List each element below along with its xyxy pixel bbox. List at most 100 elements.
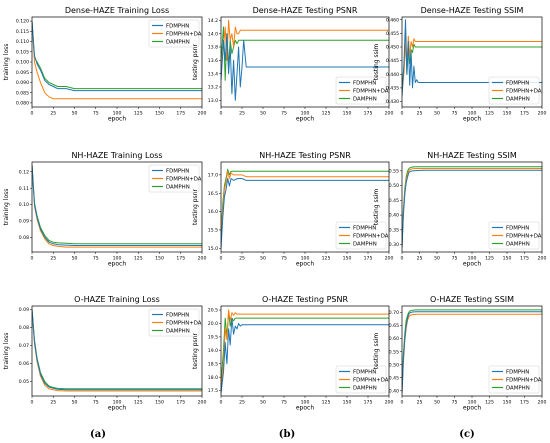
x-axis-label: epoch (296, 116, 314, 123)
y-tick-label: 0.40 (389, 213, 399, 219)
series-group (402, 309, 542, 394)
y-tick-label: 0.105 (16, 49, 29, 55)
y-axis-label: testing psnr (192, 44, 199, 80)
x-axis-label: epoch (296, 261, 314, 268)
x-axis-label: epoch (108, 405, 126, 412)
series-line-fdmphn (32, 21, 202, 92)
y-axis-label: testing ssim (373, 44, 380, 81)
legend-label: DAMPHN (506, 385, 530, 391)
x-tick-label: 200 (385, 256, 394, 262)
x-tick-label: 150 (343, 111, 352, 117)
x-tick-label: 200 (198, 256, 207, 262)
series-line-fdmphn-plus-da (221, 309, 389, 388)
y-axis-label: testing psnr (192, 333, 199, 369)
y-tick-label: 13.0 (208, 98, 218, 104)
legend-label: DAMPHN (166, 39, 190, 45)
y-tick-label: 0.090 (16, 80, 29, 86)
x-tick-label: 50 (72, 111, 78, 117)
y-tick-label: 0.35 (389, 227, 399, 233)
y-tick-label: 0.445 (386, 58, 399, 64)
x-tick-label: 175 (520, 400, 529, 406)
series-line-fdmphn-plus-da (221, 170, 389, 242)
y-tick-label: 0.460 (386, 17, 399, 23)
x-tick-label: 0 (401, 400, 404, 406)
y-tick-label: 0.60 (389, 336, 399, 342)
y-tick-label: 0.50 (389, 183, 399, 189)
x-tick-label: 100 (468, 111, 477, 117)
y-tick-label: 0.085 (16, 90, 29, 96)
x-tick-label: 125 (485, 400, 494, 406)
x-tick-label: 0 (31, 400, 34, 406)
series-line-fdmphn (221, 317, 389, 394)
chart-4: NH-HAZE Training Loss 0 25 50 75 100 125 150 175… (3, 151, 206, 268)
chart-6: NH-HAZE Testing SSIM 0 25 50 75 100 125 150 175 2… (373, 151, 546, 268)
x-tick-label: 50 (434, 111, 440, 117)
x-tick-label: 150 (343, 400, 352, 406)
x-axis-label: epoch (296, 405, 314, 412)
x-tick-label: 175 (520, 256, 529, 262)
y-tick-label: 18.0 (208, 375, 218, 381)
x-tick-label: 0 (401, 256, 404, 262)
legend-label: FDMPHN (506, 80, 529, 86)
series-group (32, 309, 202, 392)
legend-label: FDMPHN (353, 225, 376, 231)
series-line-fdmphn (32, 309, 202, 391)
y-tick-label: 0.07 (19, 343, 29, 349)
x-tick-label: 75 (93, 256, 99, 262)
chart-title: NH-HAZE Testing PSNR (259, 151, 351, 160)
chart-9: O-HAZE Testing SSIM 0 25 50 75 100 125 150 175 20… (373, 295, 546, 412)
series-group (221, 19, 389, 101)
series-group (402, 166, 542, 248)
y-tick-label: 16.5 (208, 191, 218, 197)
x-tick-label: 0 (220, 400, 223, 406)
x-tick-label: 200 (538, 111, 547, 117)
x-tick-label: 50 (260, 400, 266, 406)
legend-label: FDMPHN (166, 312, 189, 318)
y-tick-label: 13.4 (208, 71, 218, 77)
series-line-damphn (221, 26, 389, 81)
y-tick-label: 0.50 (389, 362, 399, 368)
y-axis-label: testing ssim (373, 333, 380, 370)
y-tick-label: 0.09 (19, 219, 29, 225)
x-tick-label: 50 (260, 111, 266, 117)
y-tick-label: 0.120 (16, 19, 29, 25)
chart-title: O-HAZE Testing PSNR (262, 295, 349, 304)
y-tick-label: 0.70 (389, 310, 399, 316)
x-tick-label: 75 (281, 400, 287, 406)
x-tick-label: 100 (301, 400, 310, 406)
y-tick-label: 0.55 (389, 168, 399, 174)
x-tick-label: 175 (176, 111, 185, 117)
y-tick-label: 0.455 (386, 31, 399, 37)
x-tick-label: 0 (31, 256, 34, 262)
legend-label: FDMPHN+DA (166, 320, 202, 326)
x-tick-label: 25 (50, 400, 56, 406)
x-tick-label: 200 (198, 111, 207, 117)
x-tick-label: 125 (134, 400, 143, 406)
x-tick-label: 100 (301, 256, 310, 262)
caption-b: (b) (279, 429, 295, 440)
x-tick-label: 25 (417, 256, 423, 262)
x-axis-label: epoch (463, 405, 481, 412)
y-tick-label: 0.450 (386, 45, 399, 51)
x-tick-label: 150 (155, 111, 164, 117)
series-line-fdmphn-plus-da (32, 21, 202, 100)
x-tick-label: 125 (322, 400, 331, 406)
series-group (221, 168, 389, 249)
series-line-damphn (32, 21, 202, 90)
legend-box (488, 365, 540, 394)
x-tick-label: 75 (93, 111, 99, 117)
legend-label: DAMPHN (506, 96, 530, 102)
caption-c: (c) (459, 429, 475, 440)
series-line-damphn (221, 168, 389, 238)
x-tick-label: 75 (281, 111, 287, 117)
chart-grid: Dense-HAZE Training Loss 0 25 50 75 100 125 150… (3, 6, 546, 412)
x-tick-label: 75 (93, 400, 99, 406)
x-tick-label: 175 (364, 111, 373, 117)
legend-label: FDMPHN (506, 225, 529, 231)
legend-label: DAMPHN (353, 241, 377, 247)
y-tick-label: 0.080 (16, 101, 29, 107)
legend-box (148, 164, 200, 193)
series-line-fdmphn-plus-da (221, 19, 389, 74)
series-line-fdmphn (32, 165, 202, 246)
